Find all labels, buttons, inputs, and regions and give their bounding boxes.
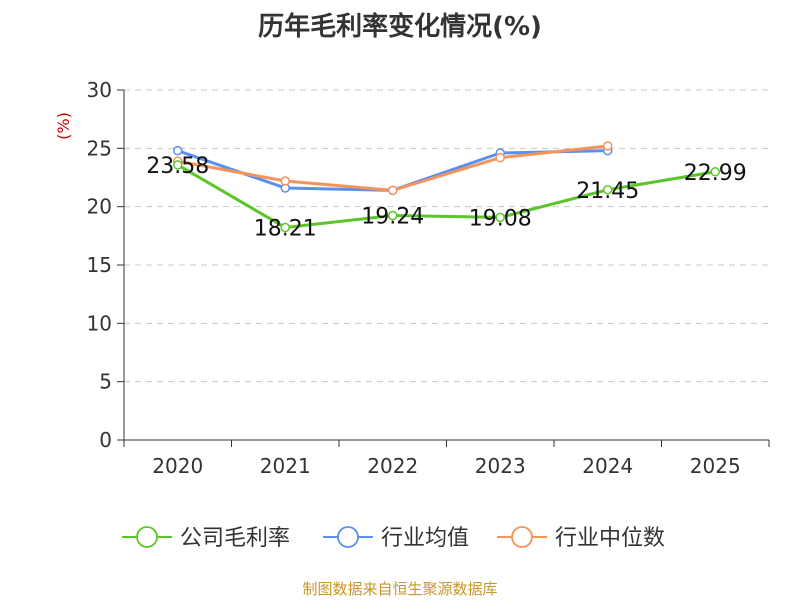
y-axis-label: (%) bbox=[54, 112, 73, 140]
data-point bbox=[495, 152, 505, 163]
legend-label: 公司毛利率 bbox=[180, 526, 290, 551]
legend-item: 行业中位数 bbox=[497, 526, 665, 551]
data-label: 23.58 bbox=[146, 154, 209, 179]
data-label: 22.99 bbox=[684, 161, 747, 186]
x-tick-label: 2023 bbox=[475, 454, 526, 478]
data-point bbox=[173, 160, 183, 170]
series-line bbox=[176, 163, 716, 230]
x-tick-label: 2020 bbox=[152, 454, 203, 478]
series-line bbox=[177, 144, 608, 192]
data-label: 19.08 bbox=[469, 206, 532, 231]
source-footer: 制图数据来自恒生聚源数据库 bbox=[302, 580, 498, 598]
legend-marker bbox=[337, 526, 359, 548]
y-tick-label: 25 bbox=[87, 136, 112, 160]
series-points bbox=[173, 141, 720, 233]
data-point bbox=[603, 141, 613, 151]
legend-item: 行业均值 bbox=[323, 526, 469, 551]
chart-title: 历年毛利率变化情况(%) bbox=[258, 12, 542, 42]
series-line bbox=[177, 149, 608, 192]
legend-label: 行业中位数 bbox=[555, 526, 665, 551]
axes bbox=[117, 89, 770, 447]
y-tick-label: 10 bbox=[87, 311, 112, 335]
data-point bbox=[388, 185, 398, 196]
y-tick-label: 15 bbox=[87, 253, 112, 277]
y-tick-label: 30 bbox=[87, 78, 112, 102]
data-label: 18.21 bbox=[254, 217, 317, 242]
legend-marker bbox=[136, 526, 158, 548]
data-label: 21.45 bbox=[576, 179, 639, 204]
legend-marker bbox=[511, 526, 533, 548]
x-tick-label: 2024 bbox=[582, 454, 633, 478]
data-point bbox=[388, 210, 398, 221]
data-point bbox=[495, 212, 505, 223]
y-tick-label: 5 bbox=[99, 370, 112, 394]
y-tick-label: 0 bbox=[99, 428, 112, 452]
data-point bbox=[603, 185, 613, 195]
data-point bbox=[710, 167, 720, 177]
data-label: 19.24 bbox=[361, 205, 424, 230]
y-tick-label: 20 bbox=[87, 195, 112, 219]
data-labels: 23.58 18.21 19.24 19.08 21.45 22.99 bbox=[146, 154, 746, 242]
legend-item: 公司毛利率 bbox=[122, 526, 290, 551]
data-point bbox=[173, 145, 183, 156]
legend: 公司毛利率 行业均值 行业中位数 bbox=[122, 526, 665, 551]
grid-lines bbox=[124, 89, 769, 383]
x-tick-label: 2025 bbox=[690, 454, 741, 478]
legend-label: 行业均值 bbox=[381, 526, 469, 551]
x-tick-label: 2021 bbox=[260, 454, 311, 478]
x-tick-label: 2022 bbox=[367, 454, 418, 478]
data-point bbox=[280, 176, 290, 186]
data-point bbox=[280, 222, 290, 233]
